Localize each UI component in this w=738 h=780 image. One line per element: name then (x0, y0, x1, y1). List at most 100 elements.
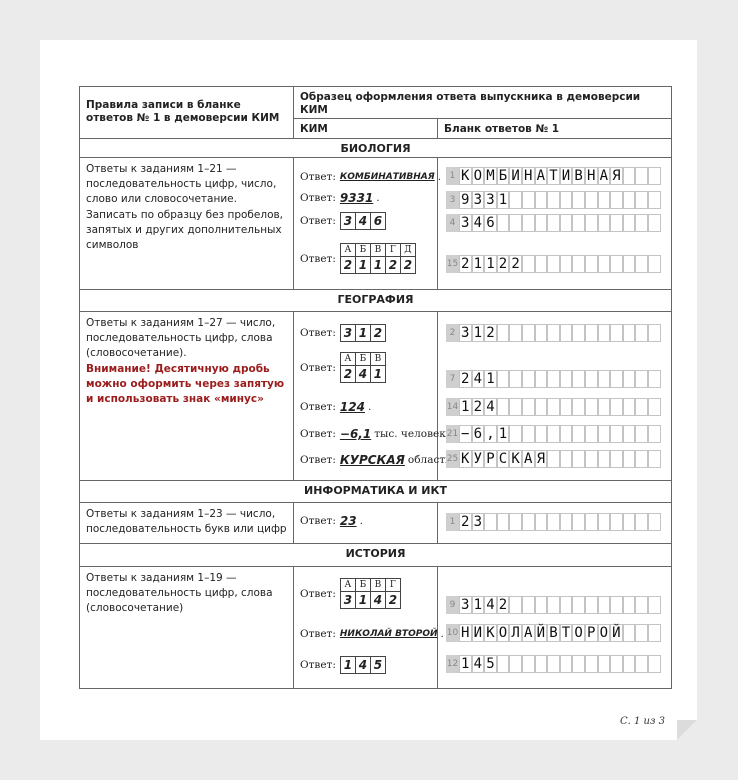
answer-chars: 346 (461, 215, 499, 231)
answer-cell (534, 513, 548, 531)
answer-chars: 124 (461, 399, 499, 415)
answer-cell (471, 214, 485, 232)
answer-cell (484, 324, 497, 342)
answer-chars: 312 (461, 325, 499, 341)
section-title: ИНФОРМАТИКА И ИКТ (79, 480, 672, 503)
answer-cell (471, 450, 485, 468)
answer-cell (534, 450, 548, 468)
answer-cell (635, 167, 648, 185)
answer-cell (484, 425, 497, 443)
answer-cell (597, 425, 611, 443)
answer-cell (559, 450, 573, 468)
letter-cell: Б (355, 353, 371, 366)
answer-cell (585, 370, 598, 388)
digit-cell: 1 (371, 257, 386, 273)
answer-cell (471, 255, 485, 273)
answer-cell (534, 624, 548, 642)
answer-cell (547, 370, 560, 388)
answer-cell (610, 655, 623, 673)
blank-row: 7 241 (446, 370, 666, 388)
task-number: 10 (446, 624, 459, 642)
letter-cell: А (340, 244, 356, 257)
answer-cell (496, 450, 510, 468)
answer-cell (572, 450, 585, 468)
answer-cell (522, 624, 535, 642)
answer-cell (622, 370, 636, 388)
page-number: С. 1 из 3 (620, 716, 665, 727)
answer-cell (471, 324, 485, 342)
rules-cell: Ответы к заданиям 1–19 — последовательно… (79, 566, 294, 689)
answer-cell (622, 214, 636, 232)
answer-cell (522, 191, 535, 209)
answer-cell (522, 655, 535, 673)
answer-cell (534, 596, 548, 614)
answer-cell (547, 655, 560, 673)
answer-text: 9331 (339, 191, 374, 205)
answer-cell (585, 255, 598, 273)
answer-cell (648, 324, 661, 342)
answer-cell (509, 513, 522, 531)
answer-cell (572, 513, 585, 531)
task-number: 14 (446, 398, 459, 416)
answer-cell (522, 255, 535, 273)
answer-text: КУРСКАЯ (339, 453, 405, 467)
answer-cell (585, 624, 598, 642)
task-number: 9 (446, 596, 459, 614)
answer-cell (622, 596, 636, 614)
answer-cell (572, 655, 585, 673)
answer-cell (484, 191, 497, 209)
answer-cell (522, 450, 535, 468)
kim-answer: Ответ: 3 4 6 (300, 212, 386, 230)
answer-text: 124 (339, 400, 365, 414)
answer-cell (484, 255, 497, 273)
answer-cell (459, 450, 472, 468)
answer-cell (459, 255, 472, 273)
answer-cell (496, 324, 510, 342)
answer-cell (622, 624, 636, 642)
blank-row: 1 23 (446, 513, 666, 531)
digit-cell: 2 (386, 257, 401, 273)
answer-cell (534, 425, 548, 443)
digit-cell: 3 (341, 592, 356, 608)
answer-cell (509, 655, 522, 673)
answer-cell (635, 513, 648, 531)
answer-cell (522, 324, 535, 342)
answer-cell (610, 513, 623, 531)
answer-cell (572, 255, 585, 273)
answer-cell (534, 370, 548, 388)
answer-text: −6,1 (339, 427, 372, 441)
answer-cell (522, 214, 535, 232)
blank-row: 3 9331 (446, 191, 666, 209)
section-title: ГЕОГРАФИЯ (79, 289, 672, 312)
answer-cell (459, 398, 472, 416)
kim-answer: Ответ: А Б В Г Д 2 1 1 2 2 (300, 243, 416, 274)
answer-cell (509, 255, 522, 273)
answer-cell (484, 596, 497, 614)
digit-cell: 2 (388, 593, 398, 607)
answer-cell (559, 624, 573, 642)
answer-label: Ответ: (300, 454, 336, 466)
answer-cell (547, 255, 560, 273)
answer-cell (496, 255, 510, 273)
answer-suffix: . (437, 171, 442, 183)
answer-text: НИКОЛАЙ ВТОРОЙ (339, 629, 438, 639)
answer-cell (610, 167, 623, 185)
answer-chars: 23 (461, 514, 487, 530)
answer-cell (459, 425, 472, 443)
answer-cell (547, 214, 560, 232)
answer-chars: 3142 (461, 597, 512, 613)
task-number: 21 (446, 425, 459, 443)
answer-cell (610, 191, 623, 209)
answer-cell (585, 214, 598, 232)
answer-cell (610, 596, 623, 614)
answer-cell (547, 398, 560, 416)
answer-cell (459, 624, 472, 642)
answer-cell (471, 624, 485, 642)
kim-answer: Ответ: 9331. (300, 191, 380, 205)
answer-cell (484, 513, 497, 531)
